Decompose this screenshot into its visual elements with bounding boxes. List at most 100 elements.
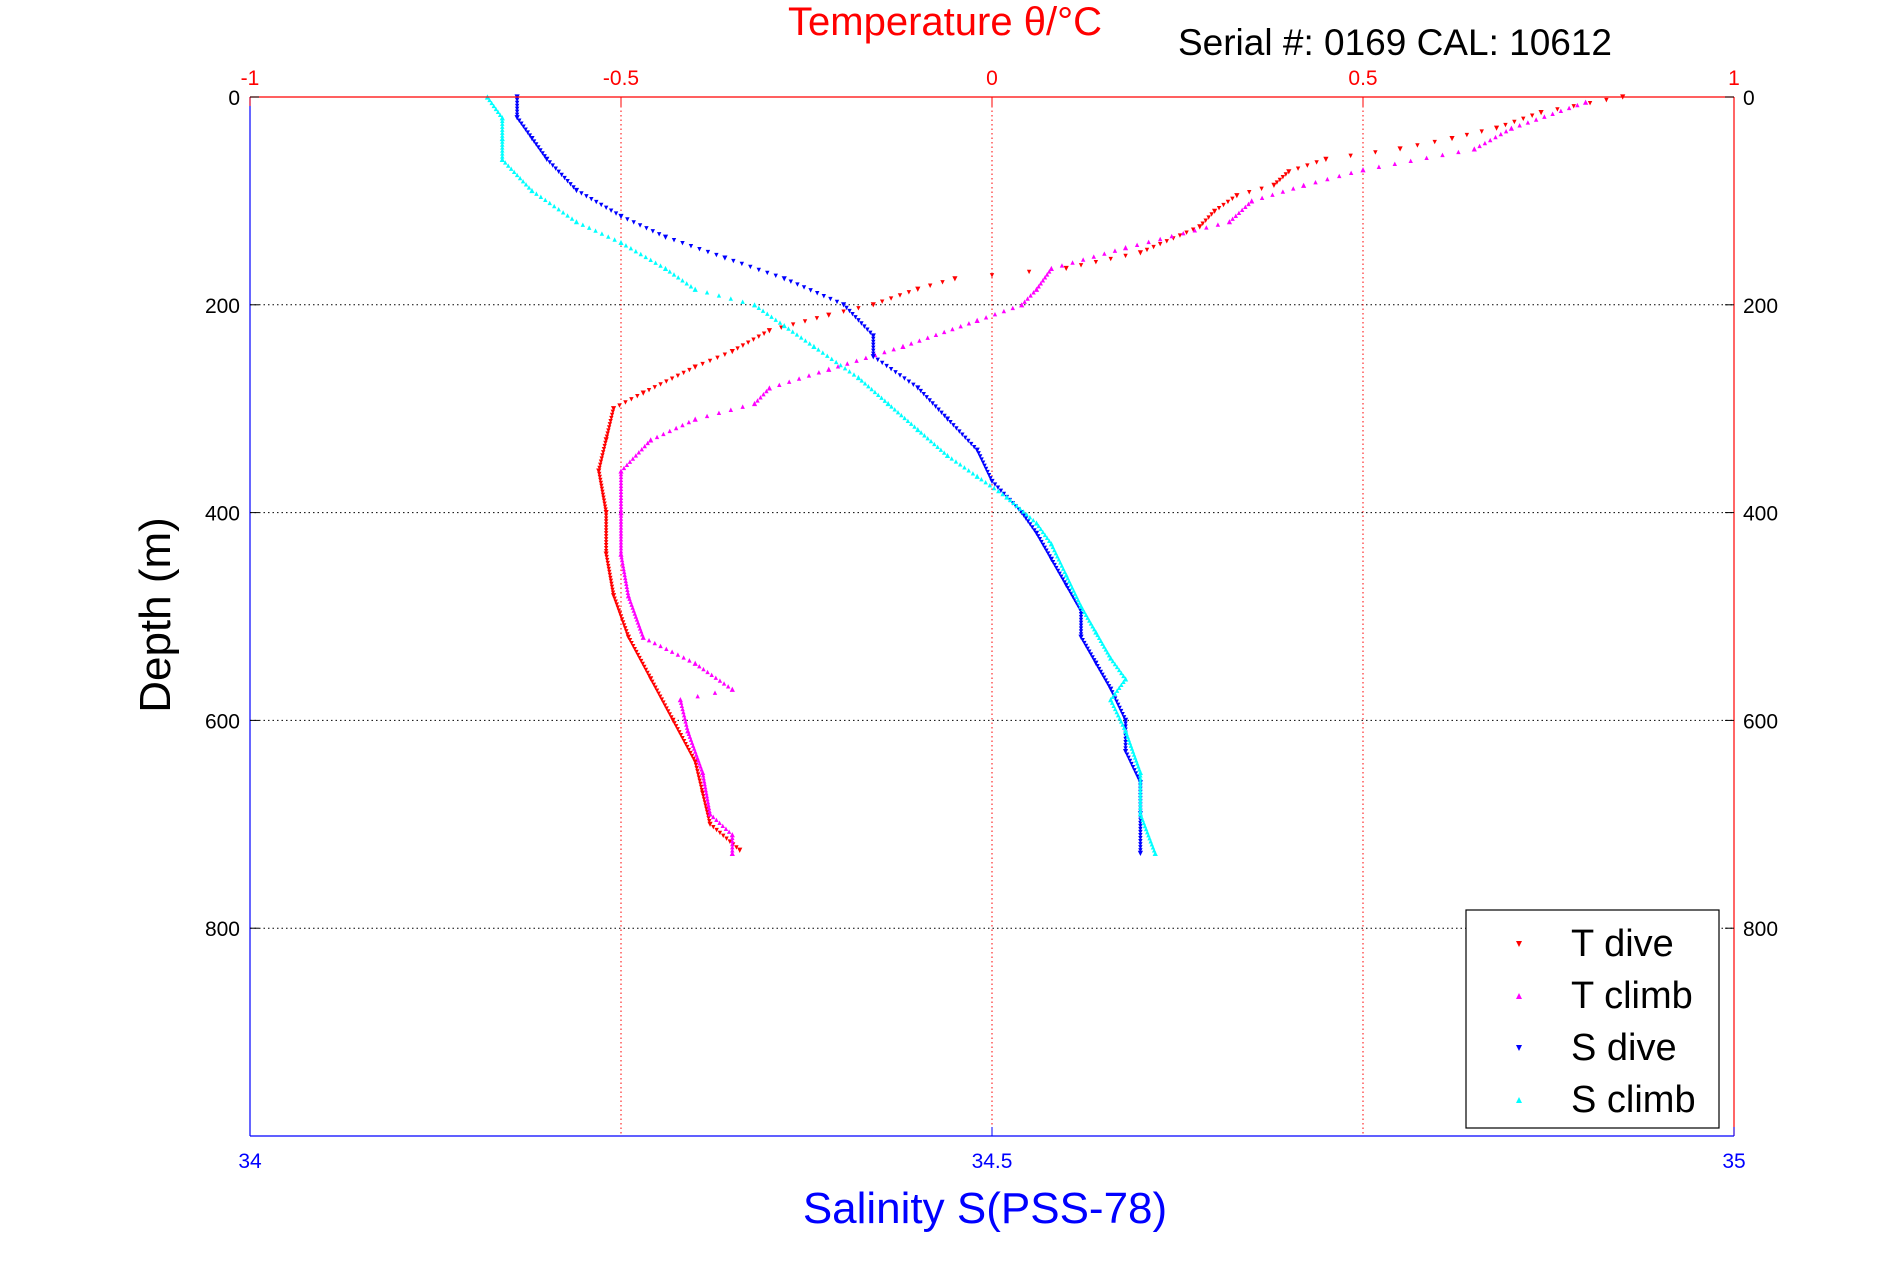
- data-point-interp: [587, 225, 592, 230]
- data-point-interp: [1101, 675, 1107, 680]
- data-point-interp: [565, 213, 570, 218]
- data-point-interp: [1044, 548, 1049, 553]
- data-point-interp: [523, 127, 528, 132]
- data-point-interp: [618, 489, 624, 495]
- data-point: [1048, 265, 1054, 272]
- data-point-interp: [610, 409, 616, 415]
- data-point-interp: [1119, 670, 1124, 676]
- data-point-interp: [517, 118, 522, 123]
- data-point-interp: [603, 522, 609, 527]
- data-point-interp: [1550, 111, 1555, 116]
- data-point-interp: [543, 197, 548, 203]
- data-point-interp: [1010, 305, 1015, 311]
- data-point-interp: [1488, 137, 1493, 143]
- data-point-interp: [1028, 293, 1033, 298]
- data-point-interp: [1095, 663, 1100, 669]
- data-point-interp: [1203, 218, 1208, 223]
- data-point-interp: [1558, 108, 1564, 114]
- data-point-interp: [740, 404, 745, 409]
- data-point-interp: [618, 513, 624, 518]
- data-point-interp: [756, 267, 761, 273]
- data-point-interp: [538, 148, 543, 153]
- data-point-interp: [696, 775, 702, 780]
- data-point-interp: [764, 388, 769, 394]
- data-point: [670, 717, 676, 723]
- data-point-interp: [1087, 649, 1092, 654]
- legend-marker: [1516, 993, 1522, 999]
- data-point-interp: [1044, 272, 1050, 277]
- data-point-interp: [954, 426, 959, 431]
- data-point-interp: [1040, 278, 1046, 283]
- data-point-interp: [618, 519, 624, 524]
- data-point: [618, 213, 624, 220]
- data-point-interp: [1138, 805, 1143, 811]
- data-point-interp: [681, 655, 686, 660]
- data-point-interp: [527, 133, 533, 138]
- data-point-interp: [1138, 832, 1143, 838]
- data-point-interp: [1078, 632, 1084, 637]
- data-point: [1234, 193, 1240, 199]
- data-point-interp: [829, 356, 834, 362]
- data-point: [1212, 208, 1218, 214]
- data-point-interp: [1110, 700, 1115, 705]
- data-point-interp: [1533, 117, 1539, 122]
- data-point: [1093, 660, 1099, 666]
- data-point-interp: [610, 590, 616, 595]
- data-point-interp: [730, 838, 735, 844]
- data-point-interp: [721, 681, 727, 686]
- data-point-interp: [552, 203, 557, 209]
- data-point-interp: [1123, 746, 1128, 751]
- data-point-interp: [1135, 774, 1140, 779]
- data-point-interp: [500, 121, 505, 126]
- data-point-interp: [607, 572, 613, 578]
- data-point-interp: [600, 450, 606, 455]
- data-point-interp: [879, 299, 885, 304]
- data-point-interp: [645, 440, 650, 446]
- data-point: [1122, 717, 1129, 723]
- data-point-interp: [922, 433, 927, 438]
- data-point-interp: [600, 492, 606, 497]
- data-point-interp: [1038, 526, 1043, 532]
- data-point-interp: [1138, 808, 1143, 814]
- data-point-interp: [1092, 658, 1097, 663]
- data-point-interp: [1138, 829, 1143, 835]
- data-point-interp: [871, 345, 876, 351]
- data-point: [1197, 224, 1203, 230]
- data-point-interp: [1117, 716, 1122, 721]
- data-point: [1471, 146, 1477, 152]
- data-point: [662, 265, 669, 272]
- data-point-interp: [979, 477, 984, 482]
- data-point-interp: [951, 423, 956, 428]
- data-point: [677, 697, 683, 703]
- data-point-interp: [927, 398, 932, 403]
- y-axis-tick-label-left: 200: [205, 295, 240, 318]
- data-point-interp: [675, 652, 681, 657]
- data-point-interp: [1035, 534, 1041, 539]
- data-point-interp: [820, 350, 826, 355]
- data-point-interp: [625, 217, 630, 222]
- data-point: [737, 847, 743, 853]
- data-point-interp: [500, 154, 505, 159]
- data-point-interp: [624, 462, 630, 468]
- data-point-interp: [1111, 703, 1116, 709]
- data-point-interp: [856, 306, 861, 311]
- data-point-interp: [998, 488, 1004, 493]
- data-point-interp: [1493, 134, 1498, 140]
- data-point-interp: [619, 554, 624, 560]
- data-point-interp: [1134, 242, 1140, 247]
- data-point-interp: [834, 299, 840, 305]
- data-point-interp: [866, 383, 871, 389]
- data-point-interp: [1070, 260, 1075, 265]
- data-point-interp: [917, 338, 922, 343]
- data-point-interp: [684, 722, 689, 727]
- data-point: [692, 286, 698, 292]
- data-point: [662, 234, 669, 240]
- data-point-interp: [960, 432, 965, 437]
- data-point-interp: [1067, 588, 1072, 594]
- data-point-interp: [889, 404, 894, 409]
- data-point-interp: [630, 643, 636, 649]
- data-point-interp: [1091, 254, 1096, 259]
- data-point-interp: [624, 584, 630, 590]
- data-point-interp: [602, 443, 607, 449]
- data-point-interp: [853, 315, 858, 320]
